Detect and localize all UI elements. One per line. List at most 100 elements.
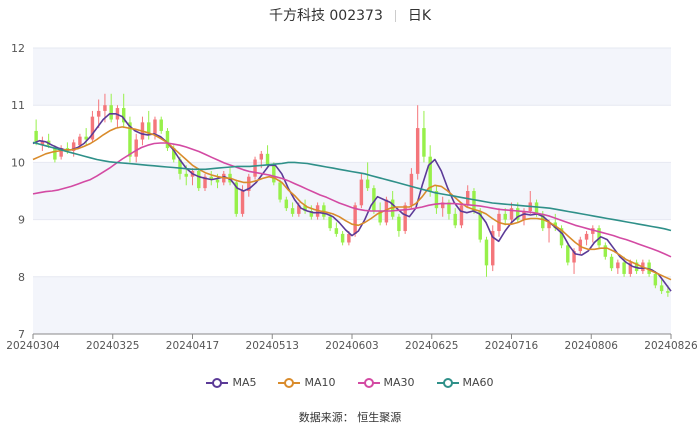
legend-label-ma30: MA30 bbox=[383, 376, 415, 389]
candle-body bbox=[597, 228, 601, 246]
data-source: 数据来源： 恒生聚源 bbox=[298, 411, 402, 424]
y-tick-label: 7 bbox=[18, 328, 25, 341]
candle-body bbox=[478, 211, 482, 240]
x-tick-label: 20240417 bbox=[166, 340, 219, 352]
candle-body bbox=[559, 228, 564, 246]
candle-body bbox=[303, 205, 307, 212]
candle-body bbox=[591, 228, 595, 234]
candle-body bbox=[415, 128, 420, 174]
candle-body bbox=[491, 231, 495, 266]
candle-body bbox=[265, 153, 270, 166]
plot-band bbox=[33, 276, 671, 334]
candle-body bbox=[428, 156, 432, 191]
candle-body bbox=[197, 170, 201, 189]
x-tick-label: 20240625 bbox=[405, 340, 458, 352]
candle-body bbox=[484, 239, 489, 266]
legend-label-ma10: MA10 bbox=[304, 376, 336, 389]
y-tick-label: 9 bbox=[18, 214, 25, 227]
candle-body bbox=[584, 233, 589, 240]
candle-body bbox=[309, 211, 314, 217]
candle-body bbox=[522, 211, 526, 220]
candle-body bbox=[628, 262, 633, 274]
y-tick-label: 10 bbox=[11, 156, 25, 169]
candle-body bbox=[278, 182, 282, 200]
candle-body bbox=[603, 245, 608, 257]
candle-body bbox=[566, 245, 570, 263]
x-tick-label: 20240826 bbox=[644, 340, 698, 352]
candle-body bbox=[359, 179, 364, 206]
y-tick-label: 11 bbox=[11, 99, 25, 112]
candle-body bbox=[215, 179, 220, 183]
candle-body bbox=[666, 291, 670, 293]
candle-body bbox=[153, 119, 157, 134]
candle-body bbox=[340, 233, 345, 243]
candle-body bbox=[365, 179, 370, 189]
candle-body bbox=[178, 159, 182, 174]
plot-band bbox=[33, 48, 671, 106]
candle-body bbox=[403, 205, 407, 232]
ma60-line bbox=[32, 141, 672, 232]
candle-body bbox=[40, 140, 45, 146]
candle-body bbox=[78, 136, 82, 146]
candle-body bbox=[103, 105, 107, 111]
candle-body bbox=[503, 213, 507, 220]
candle-body bbox=[541, 213, 545, 229]
candle-body bbox=[440, 202, 445, 209]
ma30-line bbox=[32, 142, 672, 258]
ma5-swatch bbox=[206, 377, 229, 388]
ma30-swatch bbox=[357, 377, 380, 388]
candle-body bbox=[372, 188, 376, 212]
candle-body bbox=[434, 191, 439, 209]
candle-body bbox=[165, 130, 170, 149]
legend-item-ma5[interactable]: MA5 bbox=[206, 376, 256, 389]
candle-body bbox=[409, 173, 414, 206]
ma10-line bbox=[32, 126, 672, 281]
legend-label-ma60: MA60 bbox=[462, 376, 494, 389]
candle-body bbox=[472, 191, 476, 212]
candle-body bbox=[616, 262, 620, 269]
x-tick-label: 20240806 bbox=[565, 340, 619, 352]
candle-body bbox=[534, 202, 539, 214]
legend-item-ma30[interactable]: MA30 bbox=[357, 376, 415, 389]
candle-body bbox=[71, 142, 76, 151]
x-tick-label: 20240513 bbox=[246, 340, 299, 352]
candle-body bbox=[659, 285, 664, 292]
legend-item-ma10[interactable]: MA10 bbox=[278, 376, 336, 389]
candle-body bbox=[109, 105, 113, 120]
candle-body bbox=[653, 273, 658, 286]
stock-name-code: 千方科技 002373 bbox=[268, 8, 383, 24]
candle-body bbox=[290, 208, 295, 214]
legend-item-ma60[interactable]: MA60 bbox=[436, 376, 494, 389]
x-tick-label: 20240304 bbox=[6, 340, 60, 352]
candle-body bbox=[53, 148, 57, 160]
candle-body bbox=[397, 216, 401, 232]
candle-body bbox=[128, 122, 132, 157]
candle-body bbox=[209, 176, 213, 180]
candle-body bbox=[134, 139, 138, 157]
candle-body bbox=[247, 176, 251, 191]
candle-body bbox=[422, 128, 426, 157]
candle-body bbox=[146, 122, 151, 134]
candle-body bbox=[284, 199, 289, 209]
y-tick-label: 8 bbox=[18, 271, 25, 284]
chart-legend: MA5 MA10 MA30 MA60 bbox=[0, 376, 700, 389]
candle-body bbox=[378, 211, 382, 223]
candle-body bbox=[203, 176, 207, 189]
candle-body bbox=[516, 208, 520, 220]
candle-body bbox=[234, 182, 239, 214]
candle-body bbox=[259, 153, 264, 160]
y-tick-label: 12 bbox=[11, 42, 25, 55]
candle-body bbox=[90, 116, 95, 140]
candle-body bbox=[547, 222, 551, 229]
ma60-swatch bbox=[436, 377, 459, 388]
candle-body bbox=[328, 216, 332, 229]
candle-body bbox=[34, 130, 38, 143]
ma10-swatch bbox=[278, 377, 301, 388]
candle-body bbox=[253, 159, 257, 177]
candle-body bbox=[159, 119, 163, 131]
candle-body bbox=[609, 256, 614, 269]
candle-body bbox=[509, 208, 514, 220]
title-divider bbox=[394, 10, 396, 22]
legend-label-ma5: MA5 bbox=[232, 376, 257, 389]
x-tick-label: 20240325 bbox=[86, 340, 139, 352]
